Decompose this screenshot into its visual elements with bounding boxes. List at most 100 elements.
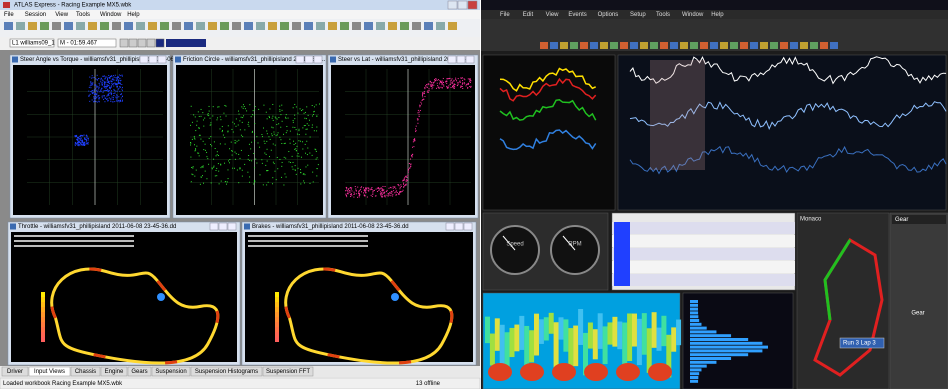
toolbar-button[interactable] bbox=[448, 22, 457, 30]
tab-label[interactable]: Driver bbox=[7, 369, 23, 375]
toolbar-button[interactable] bbox=[316, 22, 325, 30]
panel-button[interactable] bbox=[305, 56, 313, 63]
panel-button[interactable] bbox=[158, 56, 166, 63]
toolbar-button[interactable] bbox=[208, 22, 217, 30]
panel-button[interactable] bbox=[446, 223, 454, 230]
toolbar-button[interactable] bbox=[740, 42, 748, 49]
toolbar-button[interactable] bbox=[640, 42, 648, 49]
toolbar-button[interactable] bbox=[364, 22, 373, 30]
panel-button[interactable] bbox=[466, 56, 474, 63]
toolbar-button[interactable] bbox=[4, 22, 13, 30]
toolbar-button[interactable] bbox=[400, 22, 409, 30]
menu-item[interactable]: Session bbox=[25, 12, 46, 18]
toolbar-button[interactable] bbox=[670, 42, 678, 49]
table-row[interactable] bbox=[612, 274, 795, 286]
toolbar-button[interactable] bbox=[196, 22, 205, 30]
toolbar-button[interactable] bbox=[172, 22, 181, 30]
menu-item[interactable]: Help bbox=[711, 12, 724, 18]
toolbar-button[interactable] bbox=[88, 22, 97, 30]
toolbar-button[interactable] bbox=[40, 22, 49, 30]
toolbar-button[interactable] bbox=[770, 42, 778, 49]
toolbar-button[interactable] bbox=[750, 42, 758, 49]
toolbar-button[interactable] bbox=[412, 22, 421, 30]
toolbar-button[interactable] bbox=[580, 42, 588, 49]
toolbar-button[interactable] bbox=[650, 42, 658, 49]
toolbar-button[interactable] bbox=[124, 22, 133, 30]
panel-button[interactable] bbox=[296, 56, 304, 63]
toolbar-button[interactable] bbox=[820, 42, 828, 49]
panel-button[interactable] bbox=[140, 56, 148, 63]
toolbar-button[interactable] bbox=[160, 22, 169, 30]
tab-label[interactable]: Engine bbox=[105, 369, 124, 375]
panel-button[interactable] bbox=[228, 223, 236, 230]
toolbar-button[interactable] bbox=[730, 42, 738, 49]
toolbar-button[interactable] bbox=[376, 22, 385, 30]
window-button[interactable] bbox=[468, 1, 477, 9]
window-button[interactable] bbox=[458, 1, 467, 9]
toolbar-button[interactable] bbox=[328, 22, 337, 30]
panel-button[interactable] bbox=[314, 56, 322, 63]
menu-item[interactable]: View bbox=[546, 12, 560, 18]
toolbar-button[interactable] bbox=[810, 42, 818, 49]
toolbar-button[interactable] bbox=[268, 22, 277, 30]
toolbar-button[interactable] bbox=[16, 22, 25, 30]
menu-item[interactable]: Edit bbox=[523, 12, 534, 18]
panel-button[interactable] bbox=[457, 56, 465, 63]
panel-button[interactable] bbox=[210, 223, 218, 230]
nav-button[interactable] bbox=[147, 39, 155, 47]
toolbar-button[interactable] bbox=[28, 22, 37, 30]
menu-item[interactable]: Window bbox=[682, 12, 704, 18]
menu-item[interactable]: View bbox=[55, 12, 69, 18]
toolbar-button[interactable] bbox=[340, 22, 349, 30]
toolbar-button[interactable] bbox=[780, 42, 788, 49]
panel-button[interactable] bbox=[455, 223, 463, 230]
table-row[interactable] bbox=[612, 261, 795, 273]
toolbar-button[interactable] bbox=[540, 42, 548, 49]
toolbar-button[interactable] bbox=[720, 42, 728, 49]
menu-item[interactable]: File bbox=[4, 12, 14, 18]
tab-label[interactable]: Suspension FFT bbox=[266, 369, 310, 375]
menu-item[interactable]: Events bbox=[568, 12, 586, 18]
tab-label[interactable]: Suspension bbox=[155, 369, 186, 375]
toolbar-button[interactable] bbox=[590, 42, 598, 49]
menu-item[interactable]: Tools bbox=[656, 12, 670, 18]
toolbar-button[interactable] bbox=[570, 42, 578, 49]
toolbar-button[interactable] bbox=[388, 22, 397, 30]
toolbar-button[interactable] bbox=[148, 22, 157, 30]
toolbar-button[interactable] bbox=[830, 42, 838, 49]
panel-button[interactable] bbox=[448, 56, 456, 63]
toolbar-button[interactable] bbox=[790, 42, 798, 49]
toolbar-button[interactable] bbox=[550, 42, 558, 49]
nav-button[interactable] bbox=[129, 39, 137, 47]
toolbar-button[interactable] bbox=[424, 22, 433, 30]
menu-item[interactable]: Tools bbox=[76, 12, 90, 18]
toolbar-button[interactable] bbox=[800, 42, 808, 49]
toolbar-button[interactable] bbox=[64, 22, 73, 30]
nav-button[interactable] bbox=[156, 39, 164, 47]
toolbar-button[interactable] bbox=[600, 42, 608, 49]
table-row[interactable] bbox=[612, 235, 795, 247]
panel-button[interactable] bbox=[149, 56, 157, 63]
toolbar-button[interactable] bbox=[280, 22, 289, 30]
toolbar-button[interactable] bbox=[52, 22, 61, 30]
toolbar-button[interactable] bbox=[304, 22, 313, 30]
toolbar-button[interactable] bbox=[292, 22, 301, 30]
toolbar-button[interactable] bbox=[760, 42, 768, 49]
toolbar-button[interactable] bbox=[610, 42, 618, 49]
window-button[interactable] bbox=[448, 1, 457, 9]
toolbar-button[interactable] bbox=[244, 22, 253, 30]
toolbar-button[interactable] bbox=[560, 42, 568, 49]
toolbar-button[interactable] bbox=[136, 22, 145, 30]
toolbar-button[interactable] bbox=[700, 42, 708, 49]
toolbar-button[interactable] bbox=[680, 42, 688, 49]
toolbar-button[interactable] bbox=[232, 22, 241, 30]
tab-label[interactable]: Gears bbox=[131, 369, 147, 375]
menu-item[interactable]: Help bbox=[127, 12, 140, 18]
menu-item[interactable]: Setup bbox=[630, 12, 646, 18]
toolbar-button[interactable] bbox=[100, 22, 109, 30]
tab-label[interactable]: Chassis bbox=[75, 369, 96, 375]
toolbar-button[interactable] bbox=[184, 22, 193, 30]
panel-button[interactable] bbox=[464, 223, 472, 230]
table-row[interactable] bbox=[612, 248, 795, 260]
toolbar-button[interactable] bbox=[112, 22, 121, 30]
